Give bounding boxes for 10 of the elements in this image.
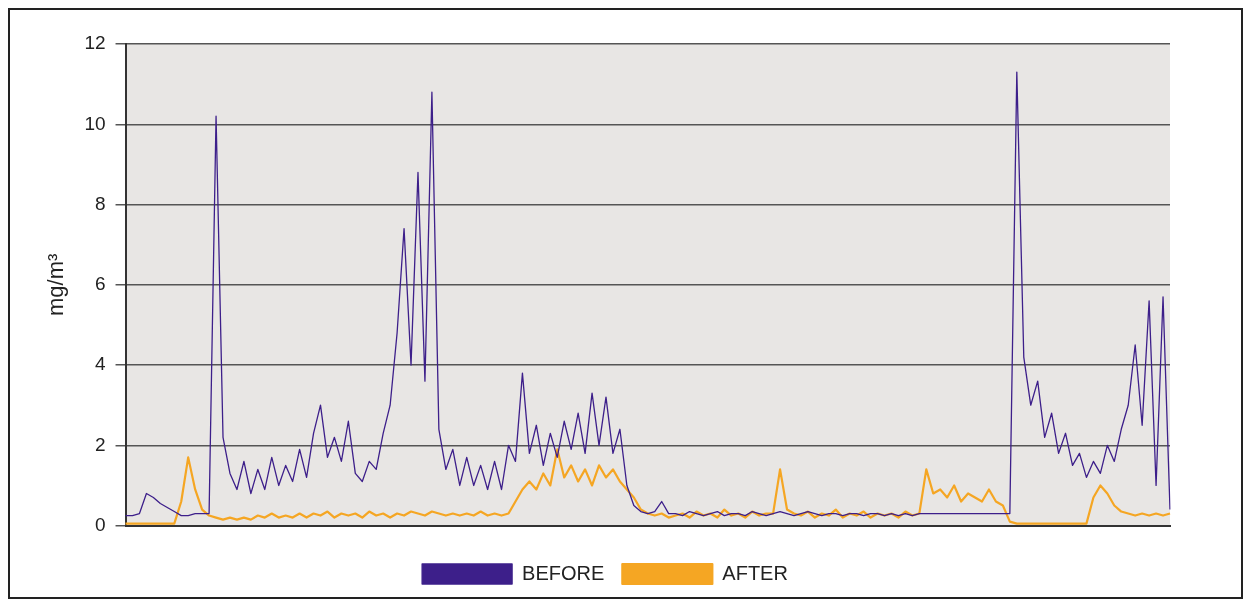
y-tick-label: 10 — [84, 112, 106, 134]
y-tick-label: 0 — [94, 513, 106, 535]
legend-label: BEFORE — [522, 561, 605, 584]
y-tick-label: 8 — [94, 192, 106, 214]
y-tick-label: 4 — [94, 353, 106, 375]
y-tick-label: 12 — [84, 32, 106, 54]
legend-label: AFTER — [722, 561, 788, 584]
y-axis-title: mg/m³ — [43, 253, 69, 316]
y-tick-label: 2 — [94, 433, 106, 455]
y-tick-label: 6 — [94, 273, 106, 295]
